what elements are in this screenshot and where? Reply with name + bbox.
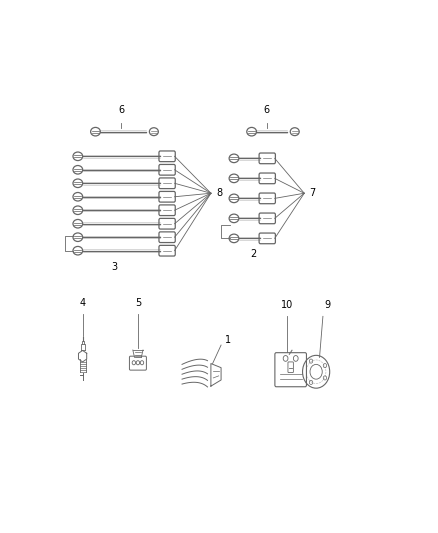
Text: 1: 1: [224, 335, 230, 345]
Text: 3: 3: [111, 262, 117, 272]
Text: 10: 10: [281, 300, 293, 310]
Text: 9: 9: [325, 300, 331, 310]
Text: 8: 8: [216, 188, 222, 198]
Text: 6: 6: [264, 105, 270, 115]
Text: 7: 7: [309, 188, 316, 198]
Text: 2: 2: [250, 249, 257, 260]
Text: 6: 6: [118, 105, 124, 115]
Text: 5: 5: [135, 298, 141, 308]
Text: 4: 4: [80, 298, 86, 308]
